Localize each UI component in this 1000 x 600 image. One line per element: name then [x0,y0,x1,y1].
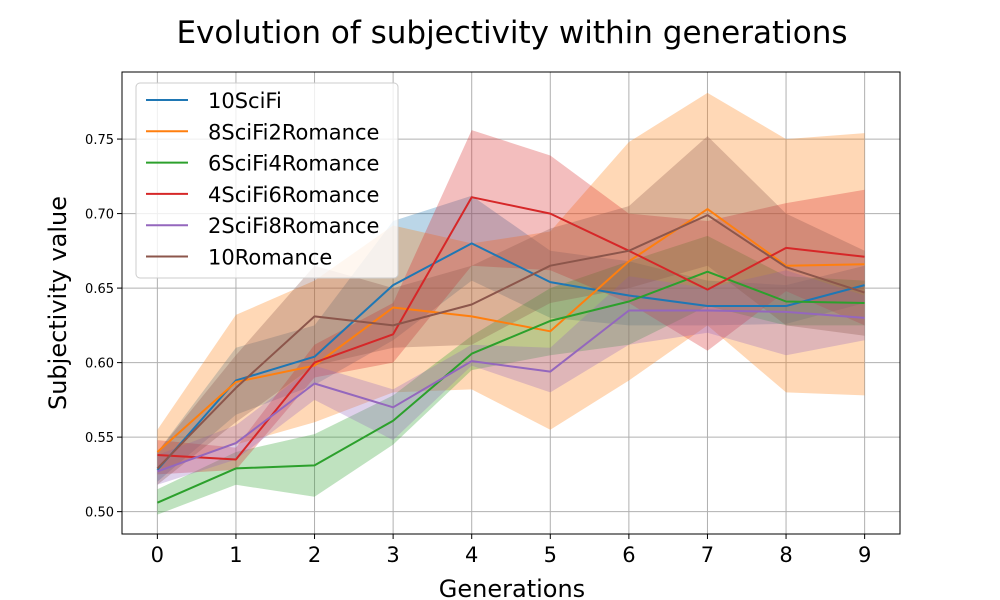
legend-label: 2SciFi8Romance [208,214,379,238]
band-series-0 [157,195,865,482]
band-series-4 [157,270,865,485]
x-tick-label: 5 [544,543,557,567]
plot-frame [121,71,901,535]
legend-label: 8SciFi2Romance [208,120,379,144]
x-tick-label: 0 [151,543,164,567]
line-series-1 [156,208,865,453]
line-series-5 [156,214,865,470]
y-tick-label: 0.75 [85,133,114,148]
y-tick-label: 0.70 [85,208,114,223]
x-tick-label: 4 [465,543,478,567]
x-tick-label: 7 [701,543,714,567]
legend-label: 4SciFi6Romance [208,183,379,207]
band-series-3 [157,130,865,475]
band-series-2 [157,235,865,515]
legend-label: 10Romance [208,246,332,270]
legend-label: 6SciFi4Romance [208,152,379,176]
line-series-2 [156,270,865,504]
x-tick-label: 3 [386,543,399,567]
y-tick-label: 0.65 [85,282,114,297]
line-series-0 [156,242,865,471]
x-tick-label: 2 [308,543,321,567]
grid-layer [122,72,900,534]
y-tick-label: 0.60 [85,357,114,372]
band-series-1 [157,92,865,470]
y-axis-label: Subjectivity value [44,196,72,410]
x-tick-label: 1 [229,543,242,567]
chart-title: Evolution of subjectivity within generat… [176,15,847,51]
legend-label: 10SciFi [208,89,282,113]
x-axis-label: Generations [439,575,585,600]
line-layer [156,196,865,504]
y-tick-label: 0.50 [85,506,114,521]
legend: 10SciFi 8SciFi2Romance 6SciFi4Romance 4SciF… [135,82,399,279]
legend-box [135,82,399,279]
x-tick-label: 8 [779,543,792,567]
x-tick-label: 9 [858,543,871,567]
x-tick-label: 6 [622,543,635,567]
y-tick-label: 0.55 [85,431,114,446]
tick-layer: 0 1 2 3 4 5 6 7 8 9 0.50 0.55 0.60 0.65 0.70 0.75 [85,133,871,567]
line-series-3 [157,196,865,461]
line-series-4 [157,309,865,473]
